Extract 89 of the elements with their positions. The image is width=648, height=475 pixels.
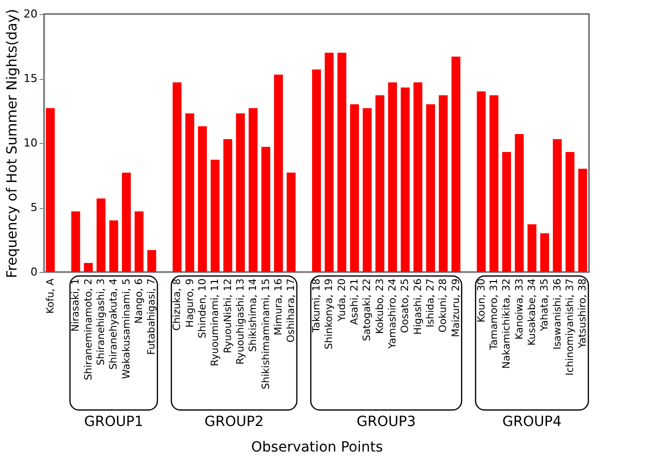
bar — [84, 262, 93, 272]
y-axis-title: Frequency of Hot Summer Nights(day) — [4, 8, 21, 278]
x-tick-label: Nakamichikita, 32 — [502, 278, 513, 369]
bar — [375, 95, 384, 272]
x-tick-label: Shikishimaminami, 15 — [260, 278, 272, 390]
y-tick-label: 5 — [30, 201, 38, 214]
bar — [274, 74, 283, 272]
bar — [426, 104, 436, 272]
x-tick-label: Isawanishi, 36 — [552, 278, 564, 350]
bar — [413, 82, 422, 272]
bar — [337, 52, 346, 272]
bar — [46, 108, 55, 272]
x-tick-label: Shinkonya, 19 — [324, 278, 336, 350]
x-tick-label: Oosato, 25 — [400, 278, 412, 333]
x-axis-title: Observation Points — [251, 439, 383, 456]
x-tick-label: Nirasaki, 1 — [70, 278, 82, 332]
bar — [566, 152, 574, 272]
bar — [109, 220, 118, 272]
x-tick-label: Takumi, 18 — [312, 278, 322, 334]
bar — [134, 211, 144, 272]
bar — [400, 88, 410, 272]
bar — [172, 82, 182, 272]
bar — [540, 233, 550, 272]
bar — [350, 104, 359, 272]
x-tick-label: Yahata, 35 — [540, 278, 551, 332]
x-tick-label: Futabahigasi, 7 — [146, 278, 158, 355]
bar — [388, 82, 397, 272]
bar — [438, 95, 448, 272]
x-tick-label: Koun, 30 — [476, 278, 488, 322]
x-tick-label: Oshihara, 17 — [286, 278, 298, 342]
bar — [286, 172, 296, 272]
bar — [198, 126, 207, 272]
bar — [122, 172, 131, 272]
x-tick-label: Maizuru, 29 — [450, 278, 462, 338]
bar — [261, 146, 270, 272]
x-tick-label: Tamamoro, 31 — [488, 278, 500, 351]
x-tick-label: RyuouNishi, 12 — [222, 278, 234, 354]
x-tick-label: Chizuka, 8 — [172, 278, 184, 331]
y-tick-label: 20 — [24, 8, 38, 20]
bar — [502, 152, 512, 272]
x-tick-label: Yuda, 20 — [336, 278, 348, 322]
x-tick-label: Shikishima, 14 — [248, 278, 260, 352]
y-tick-label: 15 — [24, 72, 38, 85]
bar — [223, 139, 232, 272]
bar — [96, 198, 106, 272]
x-tick-label: Kofu, A — [45, 278, 56, 314]
x-tick-label: Ookuni, 28 — [438, 278, 450, 333]
x-tick-label: Kanoiwa, 33 — [514, 278, 526, 340]
x-tick-label: Nango, 6 — [134, 278, 146, 324]
x-tick-label: Kusakabe, 34 — [526, 278, 538, 346]
x-tick-label: Yatsushiro, 38 — [578, 278, 589, 350]
x-tick-label: Ichinomiyanishi, 37 — [564, 278, 576, 376]
x-tick-label: Haguro, 9 — [184, 278, 196, 328]
bar — [476, 91, 486, 272]
y-tick-label: 10 — [24, 136, 38, 150]
bar — [312, 69, 321, 272]
x-tick-label: Mimura, 16 — [273, 278, 284, 336]
bar — [451, 56, 460, 272]
bar — [552, 139, 562, 272]
x-tick-label: Shiraneminamoto, 2 — [83, 278, 94, 380]
bar — [248, 108, 258, 272]
x-tick-label: Ishida, 27 — [426, 278, 437, 328]
x-tick-label: Shinden, 10 — [197, 278, 208, 338]
text: GROUP4 — [502, 414, 562, 430]
text: GROUP2 — [204, 414, 264, 430]
bar — [324, 52, 334, 272]
x-tick-label: Satogaki, 22 — [362, 278, 374, 342]
y-tick-label: 0 — [30, 266, 38, 278]
x-tick-label: Shiranehigashi, 3 — [96, 278, 108, 366]
bar — [71, 211, 80, 272]
x-tick-label: Ryuouhigashi, 13 — [235, 278, 246, 365]
bar — [147, 250, 156, 272]
bar — [514, 134, 524, 272]
bar — [210, 160, 220, 272]
bar — [236, 113, 245, 272]
x-tick-label: Ryuouminami, 11 — [210, 278, 222, 366]
bar — [528, 224, 536, 272]
bar — [362, 108, 372, 272]
x-tick-label: Asahi, 21 — [350, 278, 361, 325]
x-tick-label: Wakakusaminami, 5 — [121, 278, 132, 380]
x-tick-label: Yamashiro, 24 — [388, 278, 399, 350]
bar — [578, 168, 588, 272]
x-tick-label: Kokubo, 23 — [374, 278, 386, 334]
text: GROUP3 — [356, 414, 416, 430]
x-tick-label: Shiranehyakuta, 4 — [108, 278, 120, 370]
bar — [490, 95, 498, 272]
text: GROUP1 — [84, 414, 144, 430]
bar — [185, 113, 194, 272]
x-tick-label: Higashi, 26 — [412, 278, 424, 335]
